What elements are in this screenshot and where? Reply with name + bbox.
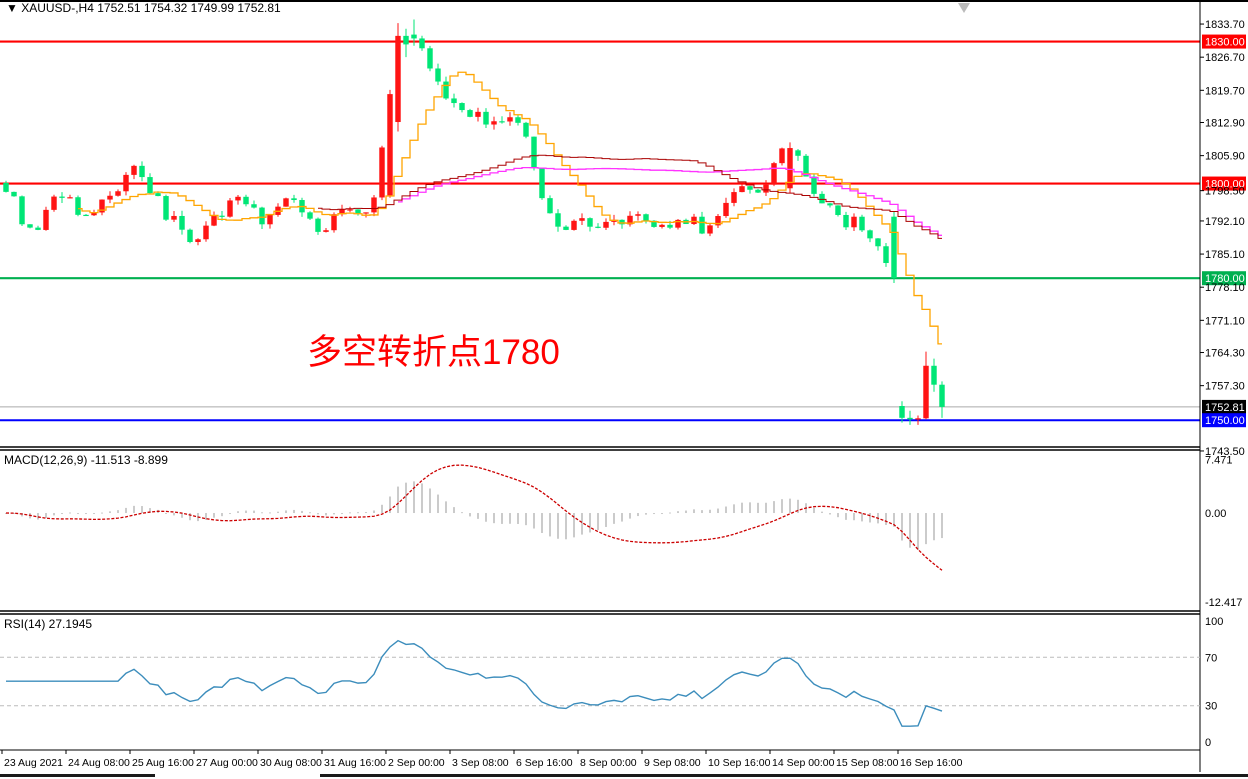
svg-text:1757.30: 1757.30 <box>1205 381 1245 393</box>
svg-text:1798.50: 1798.50 <box>1205 186 1245 198</box>
svg-text:9 Sep 08:00: 9 Sep 08:00 <box>644 757 701 769</box>
svg-text:MACD(12,26,9) -11.513 -8.899: MACD(12,26,9) -11.513 -8.899 <box>4 453 168 467</box>
svg-text:0: 0 <box>1205 737 1211 749</box>
svg-text:30: 30 <box>1205 701 1217 713</box>
svg-text:15 Sep 08:00: 15 Sep 08:00 <box>836 757 899 769</box>
svg-text:RSI(14) 27.1945: RSI(14) 27.1945 <box>4 617 92 631</box>
svg-text:8 Sep 00:00: 8 Sep 00:00 <box>580 757 637 769</box>
svg-text:1819.70: 1819.70 <box>1205 85 1245 97</box>
svg-text:7.471: 7.471 <box>1205 455 1233 467</box>
svg-text:1785.10: 1785.10 <box>1205 249 1245 261</box>
svg-text:多空转折点1780: 多空转折点1780 <box>307 333 560 372</box>
svg-text:-12.417: -12.417 <box>1205 597 1242 609</box>
svg-text:1771.10: 1771.10 <box>1205 315 1245 327</box>
svg-text:10 Sep 16:00: 10 Sep 16:00 <box>708 757 771 769</box>
svg-text:▼ XAUUSD-,H4 1752.51 1754.32: ▼ XAUUSD-,H4 1752.51 1754.32 1749.99 175… <box>6 1 281 15</box>
svg-text:1830.00: 1830.00 <box>1205 37 1245 49</box>
svg-text:6 Sep 16:00: 6 Sep 16:00 <box>516 757 573 769</box>
svg-text:1826.70: 1826.70 <box>1205 52 1245 64</box>
svg-text:1833.70: 1833.70 <box>1205 19 1245 31</box>
svg-text:1752.81: 1752.81 <box>1205 402 1245 414</box>
svg-text:1750.00: 1750.00 <box>1205 415 1245 427</box>
svg-text:24 Aug 08:00: 24 Aug 08:00 <box>68 757 130 769</box>
svg-text:0.00: 0.00 <box>1205 508 1226 520</box>
svg-text:1764.30: 1764.30 <box>1205 348 1245 360</box>
svg-text:1778.10: 1778.10 <box>1205 282 1245 294</box>
svg-text:1792.10: 1792.10 <box>1205 216 1245 228</box>
svg-text:3 Sep 08:00: 3 Sep 08:00 <box>452 757 509 769</box>
svg-text:31 Aug 16:00: 31 Aug 16:00 <box>324 757 386 769</box>
svg-text:25 Aug 16:00: 25 Aug 16:00 <box>132 757 194 769</box>
svg-text:100: 100 <box>1205 616 1223 628</box>
svg-text:30 Aug 08:00: 30 Aug 08:00 <box>260 757 322 769</box>
svg-text:2 Sep 00:00: 2 Sep 00:00 <box>388 757 445 769</box>
svg-text:70: 70 <box>1205 652 1217 664</box>
svg-text:14 Sep 00:00: 14 Sep 00:00 <box>772 757 835 769</box>
svg-text:1805.90: 1805.90 <box>1205 151 1245 163</box>
svg-text:16 Sep 16:00: 16 Sep 16:00 <box>900 757 963 769</box>
svg-text:27 Aug 00:00: 27 Aug 00:00 <box>196 757 258 769</box>
svg-text:23 Aug 2021: 23 Aug 2021 <box>4 757 63 769</box>
svg-text:1812.90: 1812.90 <box>1205 117 1245 129</box>
